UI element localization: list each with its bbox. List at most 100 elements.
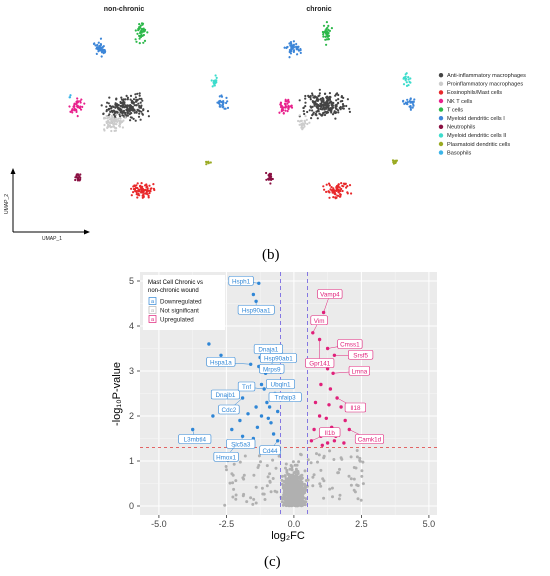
ns-point (322, 496, 326, 500)
ns-point (290, 495, 294, 499)
volcano-plot: Hsph1 Hsp90aa1 Hspa1a Dnaja1 Hsp90ab1 Mrps9 Ub… (111, 272, 437, 542)
umap-cell (319, 102, 322, 105)
umap-cell (327, 34, 330, 37)
umap-cell (138, 92, 141, 95)
umap-cell (312, 111, 315, 114)
ns-point (287, 484, 291, 488)
umap-cell (337, 111, 340, 114)
umap-cell (346, 98, 349, 101)
umap-legend-swatch (438, 116, 444, 121)
umap-cell (75, 174, 78, 177)
umap-cluster-plasmatoid-dendritic-cells (205, 160, 212, 166)
umap-cell (337, 194, 340, 197)
umap-cell (304, 122, 307, 125)
umap-cell (340, 187, 343, 191)
gene-label-text: Lmna (351, 368, 367, 375)
umap-cell (130, 194, 133, 197)
umap-cell (334, 111, 337, 115)
ns-point (231, 481, 235, 485)
gene-label: Cd44 (259, 440, 281, 456)
upregulated-point (325, 441, 330, 445)
ns-point (265, 464, 269, 468)
umap-cell (409, 108, 412, 111)
umap-ylabel: UMAP_2 (4, 194, 10, 214)
umap-cell (134, 96, 137, 99)
umap-cell (130, 187, 133, 190)
umap-cell (265, 171, 268, 175)
ns-point (295, 501, 299, 505)
umap-cell (322, 24, 326, 27)
downregulated-point (271, 432, 276, 436)
umap-cell (319, 104, 322, 107)
umap-cell (138, 23, 141, 26)
gene-label: Gpr141 (305, 339, 335, 368)
gene-label: Tnf (237, 381, 265, 392)
umap-cell (322, 106, 325, 109)
umap-cell (344, 182, 347, 186)
ns-point (361, 482, 365, 486)
ns-point (361, 460, 365, 464)
umap-cell (142, 41, 145, 44)
umap-cell (314, 100, 317, 103)
umap-cell (279, 103, 282, 106)
umap-cell (292, 45, 295, 48)
umap-cell (213, 84, 216, 87)
ns-point (297, 460, 301, 464)
umap-cell (304, 115, 307, 118)
umap-cell (134, 38, 137, 41)
umap-cell (69, 94, 72, 97)
umap-cell (127, 108, 130, 111)
ns-point (355, 483, 359, 487)
umap-cell (304, 101, 307, 104)
ns-point (231, 495, 235, 499)
umap-cell (284, 103, 287, 106)
x-tick-label: -5.0 (151, 519, 167, 529)
umap-cell (403, 102, 406, 105)
gene-label: Cdc2 (218, 397, 243, 415)
umap-cell (136, 196, 139, 199)
umap-cell (298, 114, 301, 117)
downregulated-point (254, 405, 258, 409)
upregulated-point (342, 441, 346, 445)
umap-cell (140, 187, 143, 190)
gene-label: Hspa1a (206, 356, 251, 367)
gene-label-box (317, 289, 343, 299)
umap-cell (132, 109, 135, 112)
ns-point (311, 484, 315, 488)
umap-cell (119, 111, 122, 114)
umap-cell (341, 105, 345, 108)
umap-cell (144, 28, 147, 31)
upregulated-point (317, 414, 322, 418)
umap-cell (139, 101, 142, 104)
umap-cell (324, 92, 327, 95)
gene-label-text: L3mbtl4 (184, 437, 207, 444)
umap-cell (265, 178, 268, 181)
umap-cell (307, 95, 310, 98)
gene-label-box (213, 451, 239, 462)
umap-cell (290, 42, 293, 46)
umap-cell (136, 32, 139, 35)
umap-cell (321, 103, 324, 107)
umap-cell (117, 119, 120, 122)
x-tick-label: -2.5 (219, 519, 235, 529)
umap-cell (138, 26, 141, 29)
umap-cell (139, 24, 142, 27)
ns-point (261, 492, 265, 496)
umap-cell (77, 105, 80, 108)
ns-point (301, 487, 305, 491)
umap-cell (348, 184, 352, 187)
gene-label-box (344, 402, 367, 413)
umap-cell (221, 104, 224, 107)
legend-key (148, 297, 157, 305)
umap-cell (212, 81, 215, 84)
not-significant-points (223, 449, 365, 508)
umap-cell (409, 77, 412, 80)
umap-cell (295, 48, 298, 51)
umap-cell (107, 108, 110, 111)
ns-point (273, 489, 277, 493)
umap-cell (341, 189, 344, 193)
umap-cell (109, 110, 112, 113)
gene-label-box (310, 315, 328, 326)
ns-point (232, 462, 236, 466)
legend-key (148, 315, 157, 323)
